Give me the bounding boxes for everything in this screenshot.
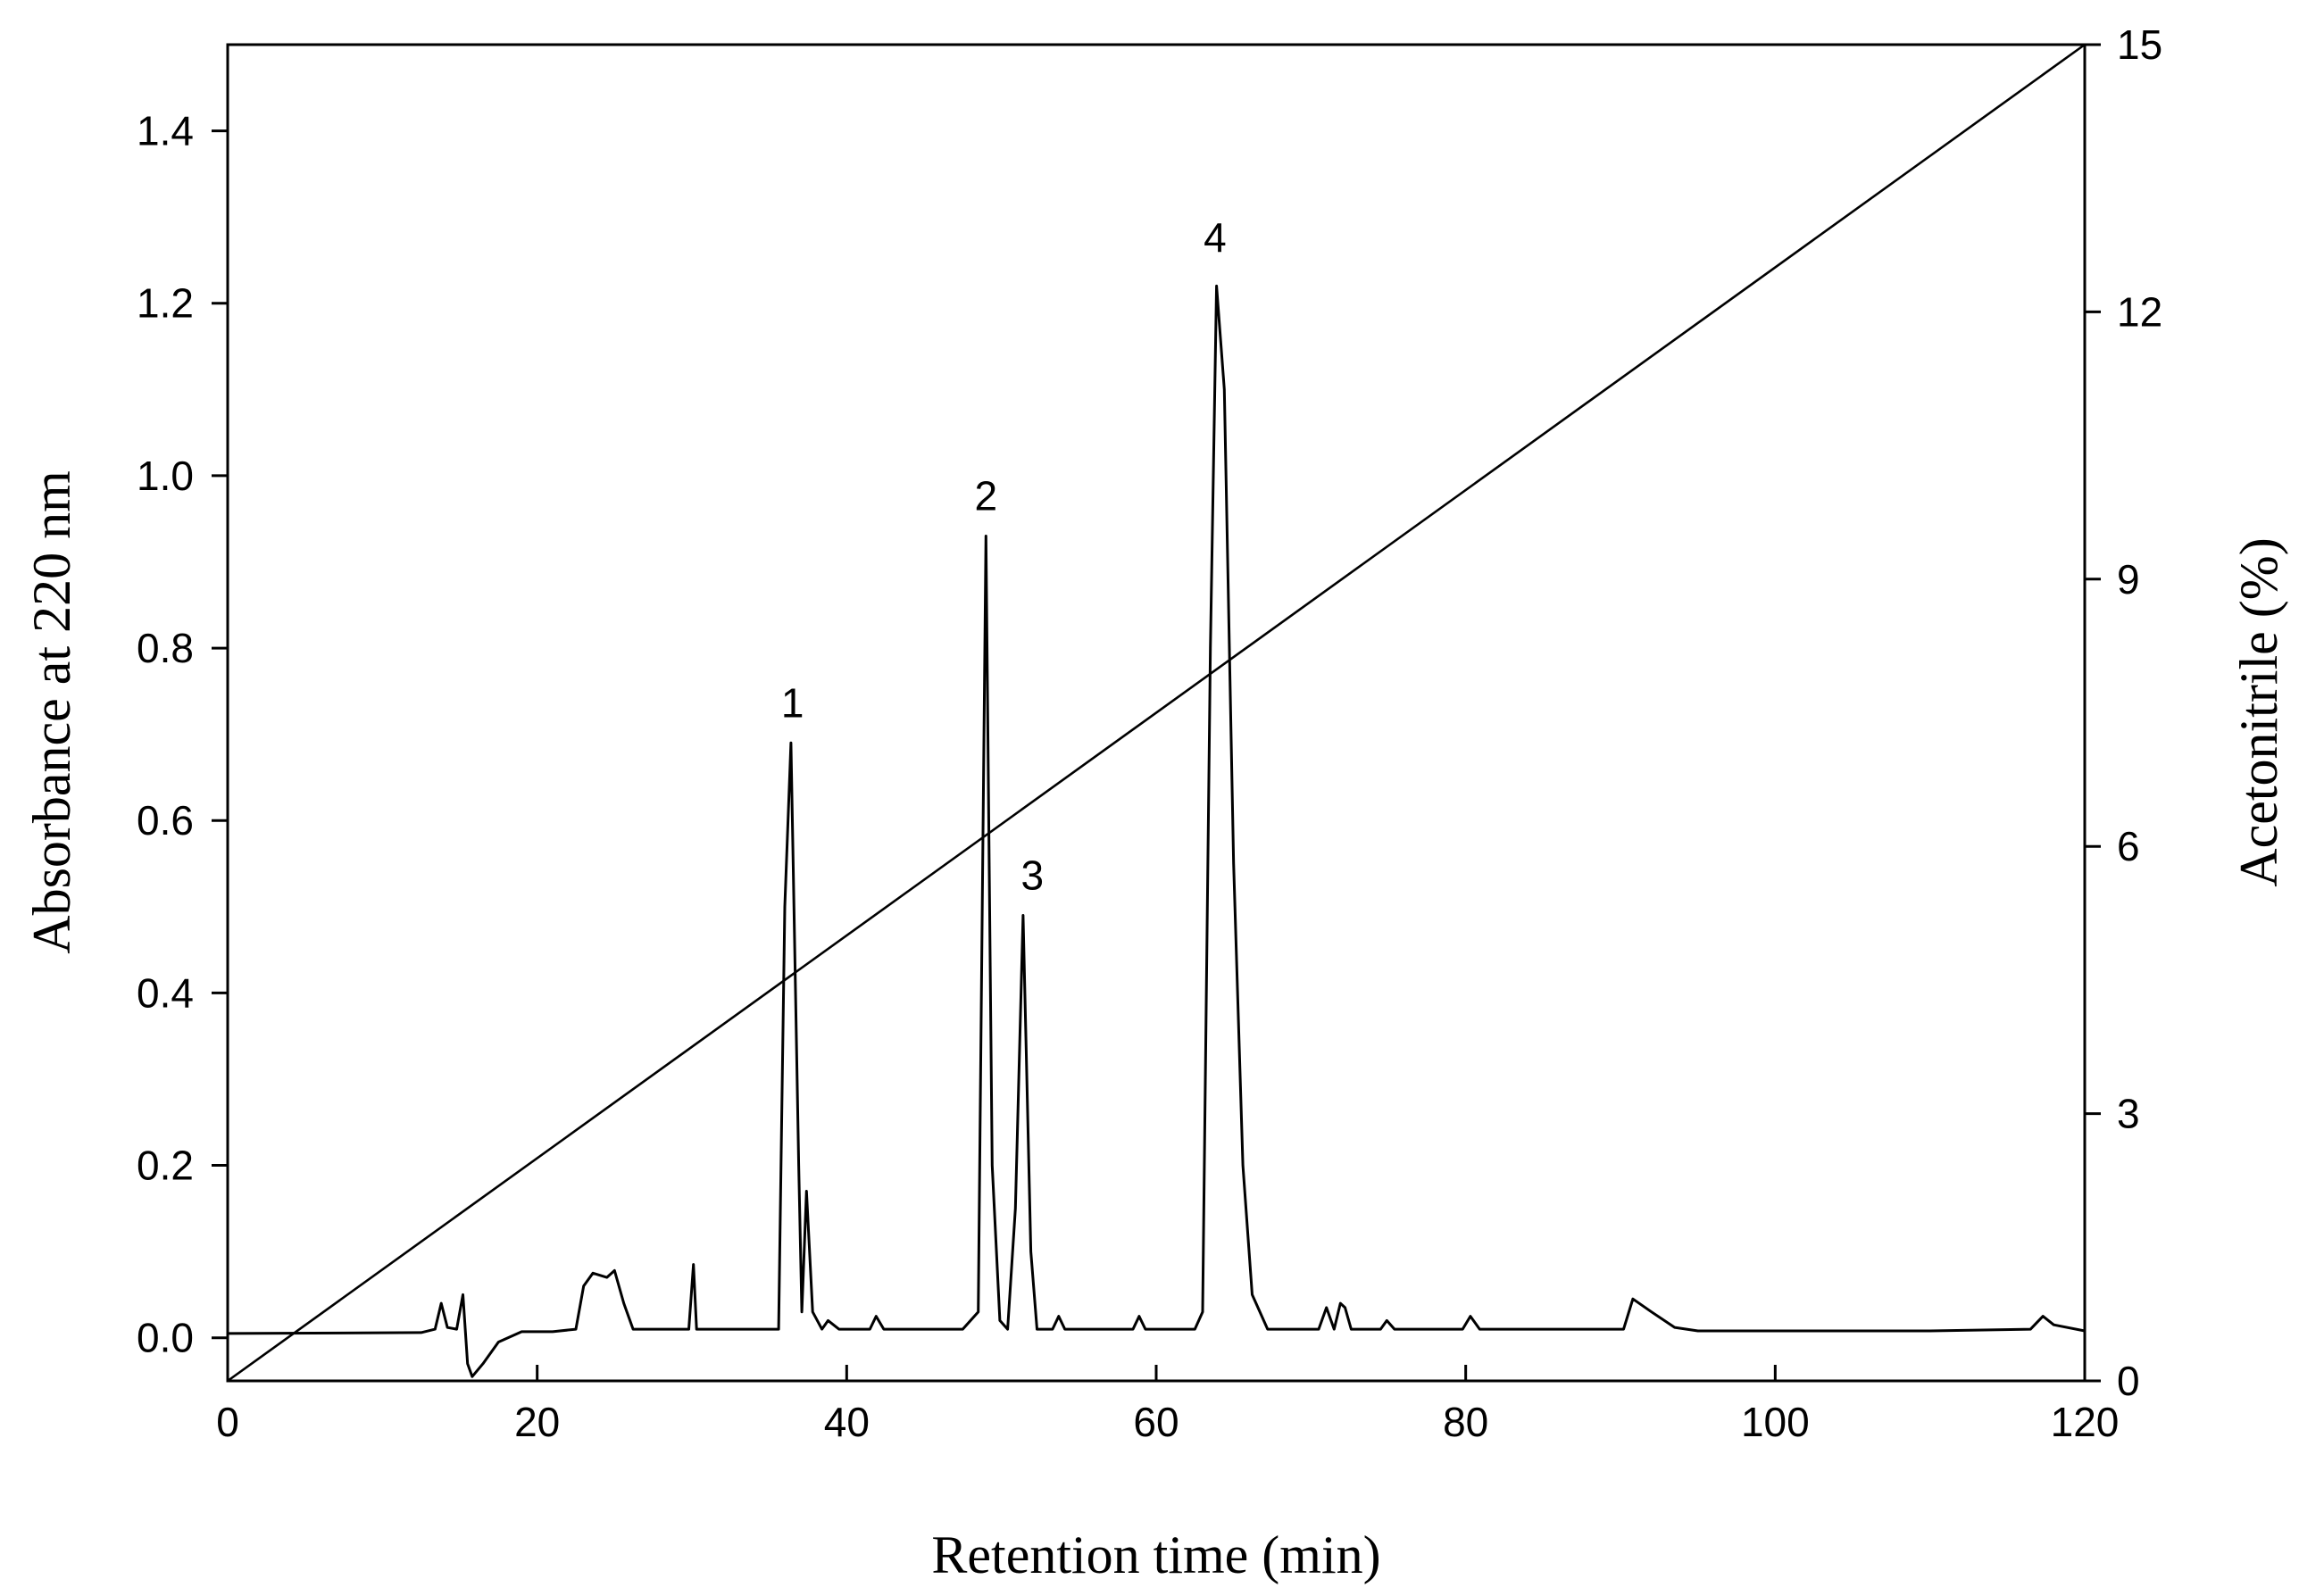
series-layer [227,43,2086,1383]
y-tick-label: 1.2 [137,280,194,327]
y-tick-label: 1.0 [137,453,194,499]
y-tick-label: 0.8 [137,625,194,671]
y-tick-label: 0.4 [137,969,194,1016]
x-tick-label: 100 [1741,1399,1810,1445]
x-axis: 0 20 40 60 80 100 120 [216,1365,2119,1445]
peak-label: 2 [975,473,998,520]
y-tick-label: 0.6 [137,797,194,844]
y-tick-label: 0.0 [137,1315,194,1361]
peak-annotations: 1 2 3 4 [781,214,1227,899]
x-tick-label: 20 [514,1399,560,1445]
y2-tick-label: 6 [2117,823,2140,869]
y-tick-label: 0.2 [137,1143,194,1189]
y2-axis-title: Acetonitrile (%) [2229,537,2288,887]
y2-tick-label: 0 [2117,1358,2140,1404]
y-axis-title: Absorbance at 220 nm [22,470,81,954]
y-axis-right: 0 3 6 9 12 15 [2085,21,2162,1404]
x-tick-label: 80 [1443,1399,1488,1445]
x-tick-label: 40 [824,1399,870,1445]
x-axis-title: Retention time (min) [931,1525,1380,1584]
y2-tick-label: 3 [2117,1091,2140,1137]
y2-tick-label: 12 [2117,288,2162,335]
y-axis-left: 0.0 0.2 0.4 0.6 0.8 1.0 1.2 1.4 [137,108,228,1361]
acetonitrile-gradient-line [227,43,2086,1383]
y-tick-label: 1.4 [137,108,194,154]
peak-label: 1 [781,679,804,726]
peak-label: 4 [1204,214,1227,261]
x-tick-label: 0 [216,1399,239,1445]
x-tick-label: 120 [2051,1399,2120,1445]
x-tick-label: 60 [1133,1399,1179,1445]
y2-tick-label: 9 [2117,556,2140,603]
peak-label: 3 [1021,852,1045,898]
absorbance-series-line [227,284,2086,1378]
y2-tick-label: 15 [2117,21,2162,68]
